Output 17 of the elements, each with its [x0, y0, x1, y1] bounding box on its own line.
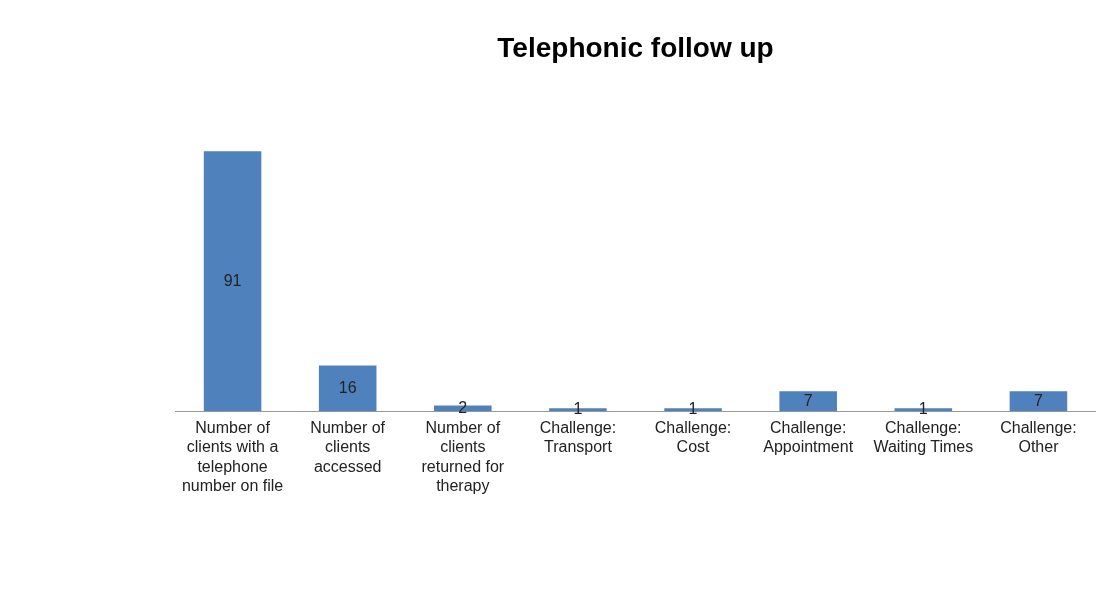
x-tick-label: Number of clients with a telephone number on file [181, 419, 284, 494]
x-tick-label: Challenge: Transport [539, 419, 617, 456]
x-tick-label: Challenge: Cost [654, 419, 732, 456]
x-tick-label: Number of clients accessed [310, 419, 386, 475]
bar [318, 365, 377, 412]
bar [1009, 391, 1068, 412]
x-tick-label: Challenge: Other [1000, 419, 1077, 456]
x-tick-label: Challenge: Waiting Times [873, 419, 974, 456]
data-label: 7 [1033, 391, 1043, 409]
data-label: 16 [338, 378, 357, 396]
chart-title: Telephonic follow up [497, 31, 774, 63]
x-tick-label: Number of clients returned for therapy [421, 419, 505, 494]
data-label: 91 [223, 271, 242, 289]
bar [203, 151, 262, 412]
bar [779, 391, 837, 412]
data-label: 7 [803, 391, 813, 409]
x-tick-label: Challenge: Appointment [763, 419, 854, 456]
